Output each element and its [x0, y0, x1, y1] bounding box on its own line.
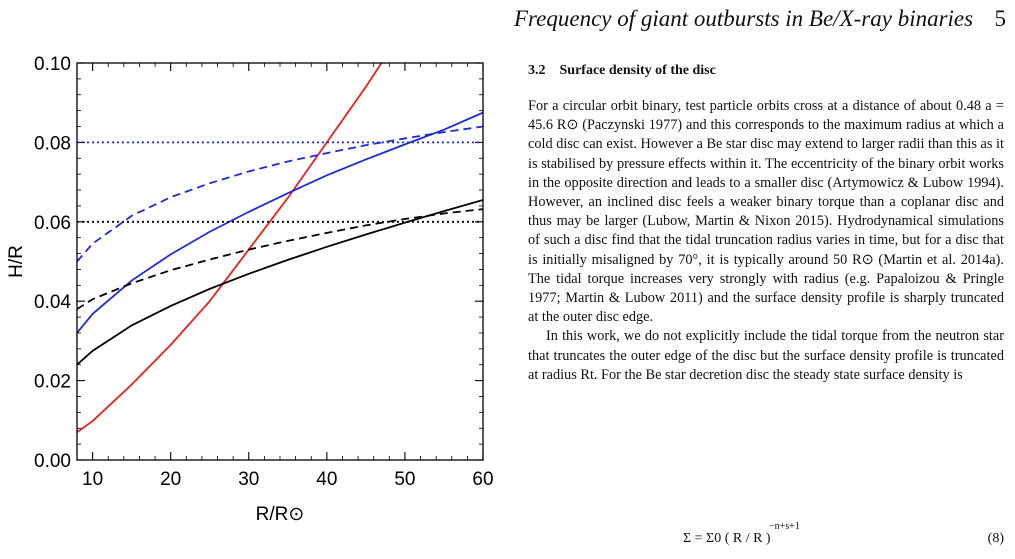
- section-number: 3.2: [528, 63, 546, 78]
- equation-8: Σ = Σ0 ( R / R ) −n+s+1 (8): [528, 521, 1004, 553]
- series-line-2: [77, 125, 483, 263]
- y-tick-label: 0.00: [34, 451, 71, 472]
- y-tick-label: 0.02: [34, 372, 71, 393]
- x-axis-label: R/R⊙: [256, 504, 305, 525]
- equation-number: (8): [987, 531, 1004, 546]
- header-title: Frequency of giant outbursts in Be/X-ray…: [514, 6, 974, 31]
- y-tick-label: 0.06: [34, 213, 71, 234]
- series-line-0: [77, 63, 383, 433]
- equation-body: Σ = Σ0 ( R / R ): [683, 531, 771, 546]
- series-line-1: [77, 111, 483, 334]
- x-tick-label: 40: [316, 469, 337, 490]
- equation-exponent: −n+s+1: [769, 521, 800, 532]
- section-title: Surface density of the disc: [559, 63, 716, 78]
- series-line-4: [77, 199, 483, 366]
- plot-frame: [76, 62, 484, 461]
- series-line-5: [77, 208, 483, 310]
- x-tick-label: 50: [394, 469, 415, 490]
- x-tick-label: 10: [82, 469, 103, 490]
- paragraph-1: For a circular orbit binary, test partic…: [528, 98, 1004, 326]
- figure-plot: 10 20 30 40 50 60 0.00 0.02 0.04 0.06 0.08 0.10 R/R…: [0, 50, 500, 554]
- running-header: Frequency of giant outbursts in Be/X-ray…: [514, 6, 1006, 32]
- section-heading: 3.2 Surface density of the disc: [528, 63, 1004, 79]
- y-tick-label: 0.04: [34, 292, 71, 313]
- y-axis-label: H/R: [6, 245, 27, 278]
- x-tick-label: 60: [472, 469, 493, 490]
- x-tick-label: 20: [160, 469, 181, 490]
- paragraph-2: In this work, we do not explicitly inclu…: [528, 328, 1004, 383]
- hr-plot-svg: 10 20 30 40 50 60 0.00 0.02 0.04 0.06 0.08 0.10 R/R…: [6, 54, 494, 525]
- x-tick-label: 30: [238, 469, 259, 490]
- y-tick-label: 0.08: [34, 133, 71, 154]
- y-tick-label: 0.10: [34, 54, 71, 75]
- text-column: 3.2 Surface density of the disc For a cir…: [528, 63, 1004, 546]
- page-number: 5: [994, 6, 1007, 31]
